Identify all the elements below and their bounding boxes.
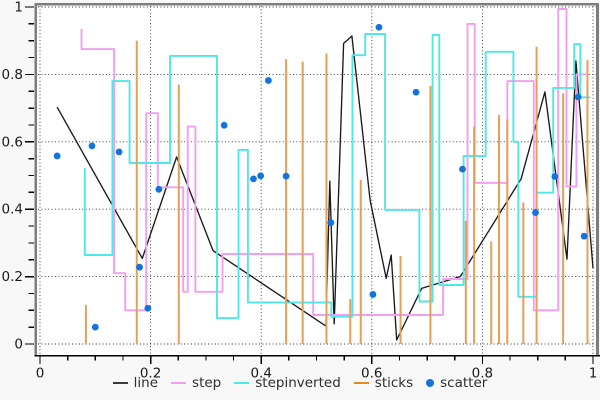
- y-tick-label: 0: [14, 337, 23, 353]
- scatter-point: [115, 148, 123, 156]
- series-sticks: [84, 40, 589, 344]
- x-tick-label: 1: [589, 366, 598, 382]
- series-scatter: [53, 23, 588, 331]
- scatter-point: [282, 172, 290, 180]
- spines: [34, 3, 599, 356]
- legend-label: line: [133, 375, 159, 391]
- x-tick-label: 0: [36, 366, 45, 382]
- scatter-point: [91, 323, 99, 331]
- legend-item-scatter: scatter: [426, 375, 487, 391]
- scatter-point: [412, 88, 420, 96]
- legend-label: step: [192, 375, 222, 391]
- scatter-point: [375, 23, 383, 31]
- legend-item-stepinverted: stepinverted: [234, 375, 341, 391]
- chart-legend: line step stepinverted sticks scatter: [0, 373, 600, 393]
- legend-scatter-dot-icon: [426, 379, 435, 387]
- scatter-point: [144, 304, 152, 312]
- scatter-point: [532, 209, 539, 216]
- scatter-point: [136, 263, 143, 271]
- legend-item-step: step: [171, 375, 221, 391]
- scatter-point: [459, 165, 466, 173]
- scatter-point: [53, 152, 61, 160]
- scatter-point: [264, 77, 272, 84]
- y-tick-label: 0.2: [2, 269, 23, 285]
- x-tick-label: 0.4: [250, 366, 271, 382]
- scatter-point: [327, 219, 335, 227]
- scatter-point: [574, 93, 582, 101]
- legend-step-dash-icon: [171, 382, 187, 384]
- scatter-point: [257, 172, 265, 180]
- x-tick-label: 0.8: [472, 366, 493, 382]
- scatter-point: [250, 175, 257, 183]
- legend-label: scatter: [440, 375, 488, 391]
- legend-label: stepinverted: [255, 375, 341, 391]
- legend-sticks-dash-icon: [353, 382, 369, 384]
- scatter-point: [220, 121, 228, 129]
- y-tick-label: 0.4: [2, 202, 23, 218]
- scatter-point: [369, 291, 377, 298]
- x-tick-label: 0.6: [361, 366, 382, 382]
- gridlines: [38, 6, 596, 355]
- scatter-point: [551, 173, 559, 180]
- plot-area: [36, 5, 597, 356]
- right-spine: [596, 3, 599, 356]
- tick-labels: 0 0.2 0.4 0.6 0.8 1 0 0.2 0.4 0.6 0.8 1: [2, 0, 598, 382]
- axis-ticks: [25, 6, 594, 364]
- scatter-point: [580, 232, 588, 240]
- x-tick-label: 0.2: [140, 366, 161, 382]
- scatter-point: [88, 142, 96, 150]
- series-line: [56, 35, 594, 341]
- top-spine: [34, 3, 599, 6]
- legend-item-sticks: sticks: [353, 375, 414, 391]
- left-spine: [34, 3, 38, 356]
- legend-line-dash-icon: [112, 382, 128, 384]
- y-tick-label: 1: [14, 0, 23, 16]
- legend-item-line: line: [112, 375, 159, 391]
- legend-stepinverted-dash-icon: [234, 382, 250, 384]
- y-tick-label: 0.8: [2, 67, 23, 83]
- y-tick-label: 0.6: [2, 134, 23, 150]
- legend-label: sticks: [374, 375, 414, 391]
- scatter-point: [155, 185, 163, 193]
